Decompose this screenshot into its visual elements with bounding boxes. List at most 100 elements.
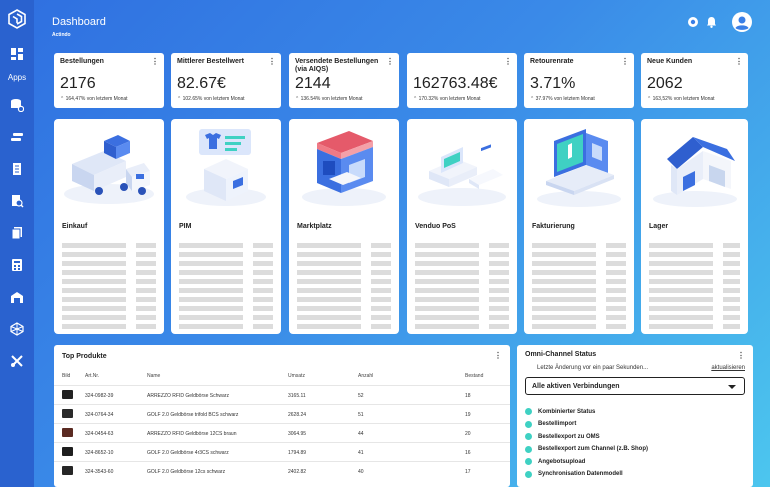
status-item[interactable]: Bestellexport zum Channel (z.B. Shop): [525, 445, 648, 453]
sidebar-item-tools[interactable]: [0, 352, 34, 370]
skeleton-bar: [62, 297, 126, 302]
skeleton-bar: [179, 306, 243, 311]
skeleton-bar: [489, 252, 509, 257]
skeleton-bar: [606, 270, 626, 275]
table-row[interactable]: 324-0764-34 GOLF 2.0 Geldbörse trifold BC…: [54, 404, 510, 423]
skeleton-bar: [253, 243, 273, 248]
kpi-value: 2144: [295, 75, 331, 92]
sidebar-item-calculator[interactable]: [0, 256, 34, 274]
more-menu-icon[interactable]: ⋮: [735, 57, 743, 66]
skeleton-bar: [415, 270, 479, 275]
app-card-einkauf[interactable]: Einkauf: [54, 119, 164, 334]
app-card-fakturierung[interactable]: Fakturierung: [524, 119, 634, 334]
skeleton-bar: [723, 297, 740, 302]
kpi-label: Retourenrate: [530, 58, 574, 65]
status-item[interactable]: Kombinierter Status: [525, 408, 595, 415]
sidebar-item-copy[interactable]: [0, 224, 34, 242]
column-header[interactable]: Umsatz: [288, 373, 305, 379]
status-label: Bestellimport: [538, 421, 577, 427]
skeleton-bar: [62, 315, 126, 320]
more-menu-icon[interactable]: ⋮: [494, 351, 502, 360]
kpi-value: 162763.48€: [413, 75, 498, 92]
search-document-icon: [12, 195, 24, 208]
status-item[interactable]: Bestellexport zu OMS: [525, 433, 600, 440]
cell-art-nr: 324-0764-34: [85, 412, 114, 418]
user-avatar-icon[interactable]: [732, 12, 752, 32]
sidebar-item-search[interactable]: [0, 192, 34, 210]
trend-arrow-icon: ⌃: [295, 96, 301, 102]
table-row[interactable]: 324-0982-39 ARREZZO RFID Geldbörse Schwar…: [54, 385, 510, 404]
column-header[interactable]: Bestand: [465, 373, 484, 379]
app-card-venduo-pos[interactable]: Venduo PoS: [407, 119, 517, 334]
panel-title: Omni-Channel Status: [525, 351, 597, 358]
column-header[interactable]: Name: [147, 373, 161, 379]
skeleton-bar: [297, 324, 361, 329]
column-header[interactable]: Bild: [62, 373, 71, 379]
app-skeleton: [532, 243, 626, 329]
skeleton-bar: [371, 252, 391, 257]
sidebar-item-documents[interactable]: [0, 160, 34, 178]
cell-bestand: 18: [465, 393, 471, 399]
skeleton-bar: [489, 315, 509, 320]
skeleton-bar: [723, 270, 740, 275]
skeleton-bar: [649, 306, 713, 311]
table-row[interactable]: 324-3543-60 GOLF 2.0 Geldbörse 12cs schwa…: [54, 461, 510, 480]
skeleton-bar: [253, 279, 273, 284]
app-skeleton: [297, 243, 391, 329]
more-menu-icon[interactable]: ⋮: [151, 57, 159, 66]
more-menu-icon[interactable]: ⋮: [386, 57, 394, 66]
product-thumbnail: [62, 409, 73, 418]
chevron-down-icon: [728, 385, 736, 389]
app-card-pim[interactable]: PIM: [171, 119, 281, 334]
skeleton-bar: [649, 315, 713, 320]
skeleton-bar: [532, 324, 596, 329]
sidebar-item-warehouse[interactable]: [0, 288, 34, 306]
skeleton-bar: [606, 324, 626, 329]
more-menu-icon[interactable]: ⋮: [737, 351, 745, 360]
skeleton-bar: [606, 243, 626, 248]
cell-art-nr: 324-8652-10: [85, 450, 114, 456]
skeleton-bar: [179, 279, 243, 284]
kpi-card-neue-kunden: Neue Kunden ⋮ 2062 ⌃ 163,52% von letztem…: [641, 53, 748, 108]
cell-art-nr: 324-3543-60: [85, 469, 114, 475]
skeleton-bar: [415, 324, 479, 329]
company-name: Actindo: [52, 32, 71, 38]
bell-icon[interactable]: [706, 16, 717, 28]
kpi-card-retourenrate: Retourenrate ⋮ 3.71% ⌃ 37.97% von letzte…: [524, 53, 634, 108]
app-card-marktplatz[interactable]: Marktplatz: [289, 119, 399, 334]
app-card-lager[interactable]: Lager: [641, 119, 748, 334]
skeleton-bar: [532, 261, 596, 266]
skeleton-bar: [136, 297, 156, 302]
more-menu-icon[interactable]: ⋮: [621, 57, 629, 66]
column-header[interactable]: Art.Nr.: [85, 373, 100, 379]
skeleton-bar: [179, 270, 243, 275]
column-header[interactable]: Anzahl: [358, 373, 374, 379]
refresh-link[interactable]: aktualisieren: [711, 365, 745, 371]
kpi-card-bestellwert: Mittlerer Bestellwert ⋮ 82.67€ ⌃ 102.65%…: [171, 53, 281, 108]
skeleton-bar: [371, 288, 391, 293]
sidebar-item-database[interactable]: [0, 96, 34, 114]
table-row[interactable]: 324-8652-10 GOLF 2.0 Geldbörse 4r3CS schw…: [54, 442, 510, 461]
kpi-label: Neue Kunden: [647, 58, 693, 65]
connection-select[interactable]: Alle aktiven Verbindungen: [525, 377, 745, 395]
invoice-laptop-icon: [537, 129, 621, 207]
status-item[interactable]: Synchronisation Datenmodell: [525, 470, 623, 478]
pos-terminal-icon: [418, 144, 506, 206]
more-menu-icon[interactable]: ⋮: [504, 57, 512, 66]
status-item[interactable]: Angebotsupload: [525, 458, 585, 465]
network-icon: [10, 322, 24, 336]
settings-icon[interactable]: [687, 16, 699, 28]
more-menu-icon[interactable]: ⋮: [268, 57, 276, 66]
cell-umsatz: 2628.24: [288, 412, 307, 418]
sidebar-apps-label[interactable]: Apps: [7, 73, 27, 82]
skeleton-bar: [532, 306, 596, 311]
kpi-trend: ⌃ 102.65% von letztem Monat: [177, 96, 245, 102]
table-row[interactable]: 324-0454-63 ARREZZO RFID Geldbörse 12CS b…: [54, 423, 510, 442]
sidebar-item-transfer[interactable]: [0, 128, 34, 146]
status-dot-icon: [525, 420, 532, 428]
trend-arrow-icon: ⌃: [413, 96, 419, 102]
status-item[interactable]: Bestellimport: [525, 420, 577, 428]
sidebar-item-dashboard[interactable]: [0, 45, 34, 63]
sidebar-item-network[interactable]: [0, 320, 34, 338]
product-thumbnail: [62, 390, 73, 399]
